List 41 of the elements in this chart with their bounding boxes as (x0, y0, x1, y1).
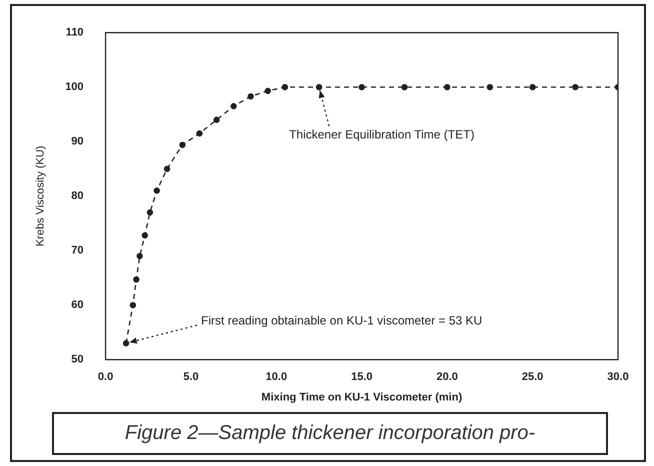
x-tick-label: 30.0 (607, 371, 629, 384)
x-axis-title: Mixing Time on KU-1 Viscometer (min) (261, 391, 462, 404)
point (179, 142, 186, 148)
point (213, 116, 220, 123)
point (316, 84, 322, 90)
point (130, 302, 136, 308)
annotation: First reading obtainable on KU-1 viscometer = 53 KU (201, 314, 482, 328)
point (154, 188, 160, 194)
x-tick-label: 0.0 (98, 371, 114, 384)
point (122, 340, 130, 346)
point (164, 166, 170, 172)
y-tick-label: 60 (71, 299, 84, 312)
x-tick-label: 10.0 (266, 371, 288, 384)
y-tick-label: 110 (66, 26, 84, 39)
point (401, 84, 408, 90)
y-tick-label: 100 (65, 81, 84, 94)
point (444, 84, 450, 90)
x-tick-label: 20.0 (436, 371, 458, 384)
point (142, 232, 148, 238)
point (230, 103, 237, 110)
point (248, 93, 254, 100)
y-tick-label: 90 (71, 136, 84, 148)
point (264, 88, 271, 94)
point (572, 84, 578, 90)
y-tick-label: 70 (71, 244, 84, 257)
point (529, 84, 536, 90)
annotation: Thickener Equilibration Time (TET) (289, 127, 474, 142)
point (486, 84, 494, 90)
y-tick-label: 50 (71, 354, 84, 366)
x-tick-label: 15.0 (351, 371, 372, 384)
x-tick-label: 5.0 (183, 371, 199, 384)
caption: Figure 2—Sample thickener incorporation pro- (52, 412, 608, 455)
y-tick-label: 80 (71, 190, 84, 202)
point (358, 84, 365, 90)
point (196, 130, 203, 137)
x-tick-label: 25.0 (522, 371, 544, 384)
point (282, 84, 288, 90)
point (146, 209, 154, 216)
point (133, 276, 140, 283)
y-axis-title: Krebs Viscosity (KU) (34, 146, 47, 246)
point (136, 252, 143, 260)
